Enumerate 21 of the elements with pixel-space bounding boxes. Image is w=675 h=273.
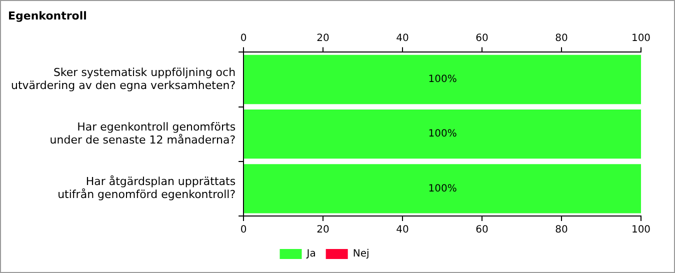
x-tick-label: 40: [396, 32, 409, 44]
y-tick-label: Sker systematisk uppföljning och utvärdering av den egna verksamheten?: [10, 66, 236, 92]
data-label: 100%: [428, 74, 457, 86]
x-tick-label: 20: [316, 32, 330, 44]
data-label: 100%: [428, 128, 457, 140]
legend-label: Nej: [352, 248, 370, 260]
x2-tick-label: 60: [476, 224, 488, 236]
x2-tick-label: 20: [316, 224, 330, 236]
x2-tick-label: 0: [240, 224, 247, 236]
x-tick-label: 100: [631, 32, 651, 44]
data-label: 100%: [428, 183, 457, 194]
x-tick-label: 0: [240, 32, 247, 44]
x-tick-label: 80: [555, 32, 568, 44]
x-tick-label: 60: [476, 32, 488, 44]
y-tick-label: Har åtgärdsplan upprättats utifrån genomförd egenkontroll?: [58, 174, 236, 202]
text: Egenkontroll: [8, 9, 87, 22]
x2-tick-label: 40: [396, 224, 409, 236]
x2-tick-label: 80: [555, 224, 568, 236]
legend-label: Ja: [306, 248, 316, 260]
y-tick-label: Har egenkontroll genomförts under de senaste 12 månaderna?: [50, 120, 236, 147]
x2-tick-label: 100: [631, 224, 651, 236]
